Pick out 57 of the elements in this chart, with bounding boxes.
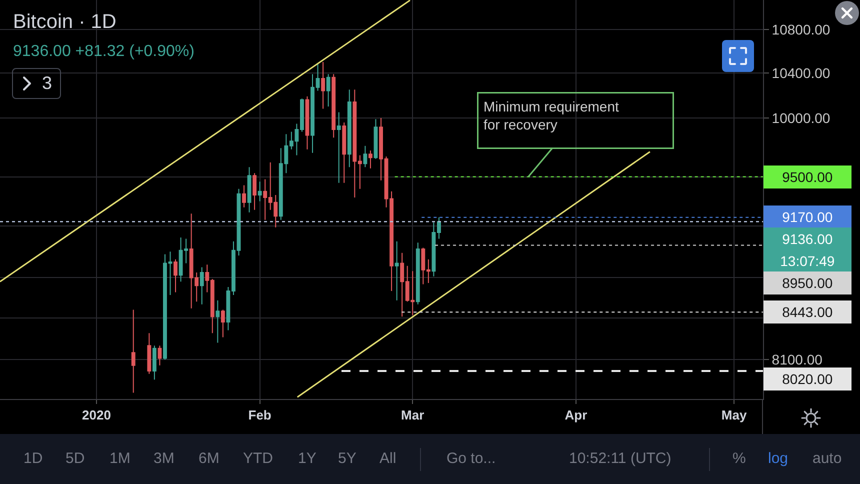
y-tick-label: 8100.00	[772, 352, 823, 368]
text: Bitcoin · 1D	[13, 11, 116, 34]
text: All	[380, 450, 396, 468]
text: 10:52:11 (UTC)	[569, 450, 672, 468]
text: 9136.00 +81.32 (+0.90%)	[13, 43, 194, 61]
candlestick	[247, 166, 252, 213]
annotation: 3	[42, 73, 52, 93]
text: 3M	[154, 450, 174, 468]
candlestick	[416, 242, 420, 305]
y-tick-label: 10000.00	[772, 110, 830, 126]
candlestick	[252, 172, 257, 210]
text: 5Y	[338, 450, 356, 468]
candlestick	[242, 184, 246, 208]
text: %	[732, 450, 746, 468]
candlestick	[258, 181, 262, 202]
candlestick	[368, 150, 372, 169]
candlestick	[374, 118, 378, 160]
data-label: 9500.00	[782, 169, 833, 185]
candlestick	[131, 309, 136, 394]
y-tick-label: 10800.00	[772, 22, 830, 38]
candlestick	[200, 266, 204, 305]
candlestick	[332, 74, 336, 138]
candlestick	[321, 61, 326, 110]
candlestick	[220, 309, 225, 338]
candlestick	[342, 122, 346, 184]
candlestick	[174, 258, 178, 293]
candlestick	[394, 240, 399, 301]
candlestick	[347, 89, 352, 168]
data-label: 8443.00	[782, 304, 833, 320]
candlestick	[305, 96, 310, 150]
candlestick	[147, 332, 152, 374]
y-tick-label: 10400.00	[772, 64, 830, 81]
candlestick	[152, 345, 156, 380]
text: auto	[812, 450, 842, 468]
x-tick-label: 2020	[82, 408, 111, 423]
text: YTD	[243, 450, 273, 468]
annotation: Minimum requirement for recovery	[484, 98, 619, 133]
text: 1D	[24, 450, 43, 468]
x-tick-label: Apr	[564, 408, 588, 423]
text: log	[768, 450, 788, 468]
text: 1Y	[298, 450, 316, 468]
x-tick-label: May	[721, 408, 748, 423]
candlestick	[336, 112, 341, 184]
ref-line-label: 9136.00 13:07:49	[780, 231, 835, 269]
x-tick-label: Feb	[248, 408, 272, 423]
candlestick	[363, 145, 368, 168]
candlestick	[158, 345, 162, 366]
text: 6M	[198, 450, 220, 468]
data-label: 8950.00	[782, 275, 833, 291]
text: 1M	[110, 450, 130, 468]
text: 5D	[66, 450, 85, 468]
candlestick	[216, 300, 220, 344]
text: Go to...	[446, 450, 496, 468]
x-tick-label: Mar	[401, 408, 424, 423]
candlestick	[326, 74, 330, 108]
data-label: 9170.00	[782, 209, 833, 225]
data-label: 8020.00	[782, 371, 833, 387]
